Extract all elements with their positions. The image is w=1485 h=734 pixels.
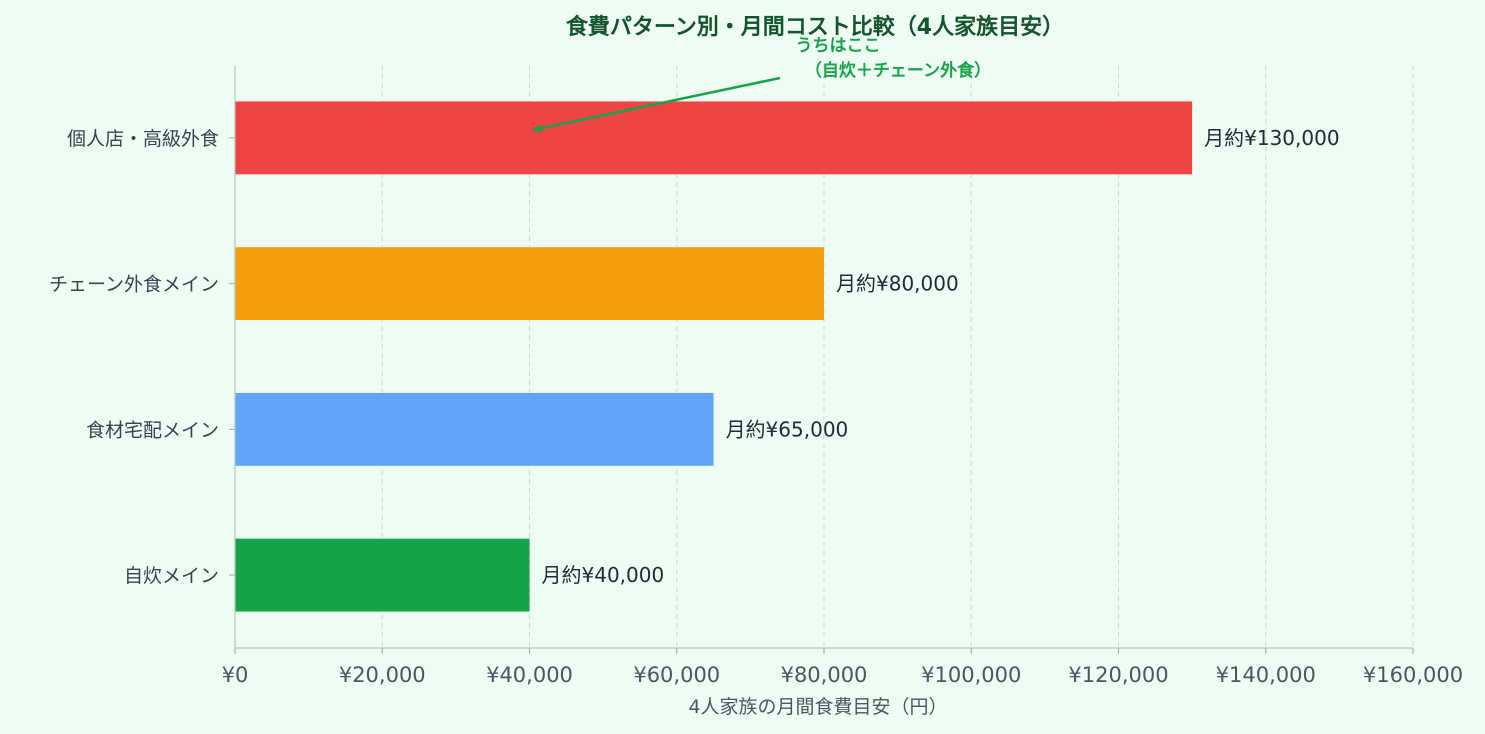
y-tick-label: チェーン外食メイン [49, 274, 219, 296]
x-tick-label: ¥160,000 [1363, 663, 1463, 687]
x-tick-label: ¥60,000 [633, 663, 720, 687]
y-tick-label: 個人店・高級外食 [67, 128, 219, 150]
x-tick-label: ¥100,000 [921, 663, 1021, 687]
bars [235, 101, 1193, 612]
bar [235, 392, 714, 466]
y-tick-label: 食材宅配メイン [86, 419, 219, 441]
x-axis-label: 4人家族の月間食費目安（円） [688, 696, 947, 718]
annotation: うちはここ （自炊＋チェーン外食） [531, 36, 991, 133]
y-tick-label: 自炊メイン [124, 565, 219, 587]
data-label: 月約¥130,000 [1204, 126, 1339, 150]
x-tick-label: ¥40,000 [486, 663, 573, 687]
x-tick-label: ¥120,000 [1068, 663, 1168, 687]
gridlines [381, 65, 1414, 648]
bar [235, 538, 530, 612]
data-label: 月約¥80,000 [836, 272, 959, 296]
x-tick-label: ¥140,000 [1216, 663, 1316, 687]
annotation-line-1: うちはここ [796, 36, 881, 56]
bar [235, 101, 1193, 175]
axes [229, 65, 1414, 654]
data-label: 月約¥40,000 [542, 563, 665, 587]
x-tick-label: ¥0 [222, 663, 249, 687]
bar [235, 247, 824, 321]
x-tick-label: ¥80,000 [781, 663, 868, 687]
chart-title: 食費パターン別・月間コスト比較（4人家族目安） [566, 14, 1064, 40]
x-tick-label: ¥20,000 [339, 663, 426, 687]
annotation-arrow [531, 76, 781, 133]
data-label: 月約¥65,000 [726, 417, 849, 441]
annotation-line-2: （自炊＋チェーン外食） [805, 60, 991, 81]
